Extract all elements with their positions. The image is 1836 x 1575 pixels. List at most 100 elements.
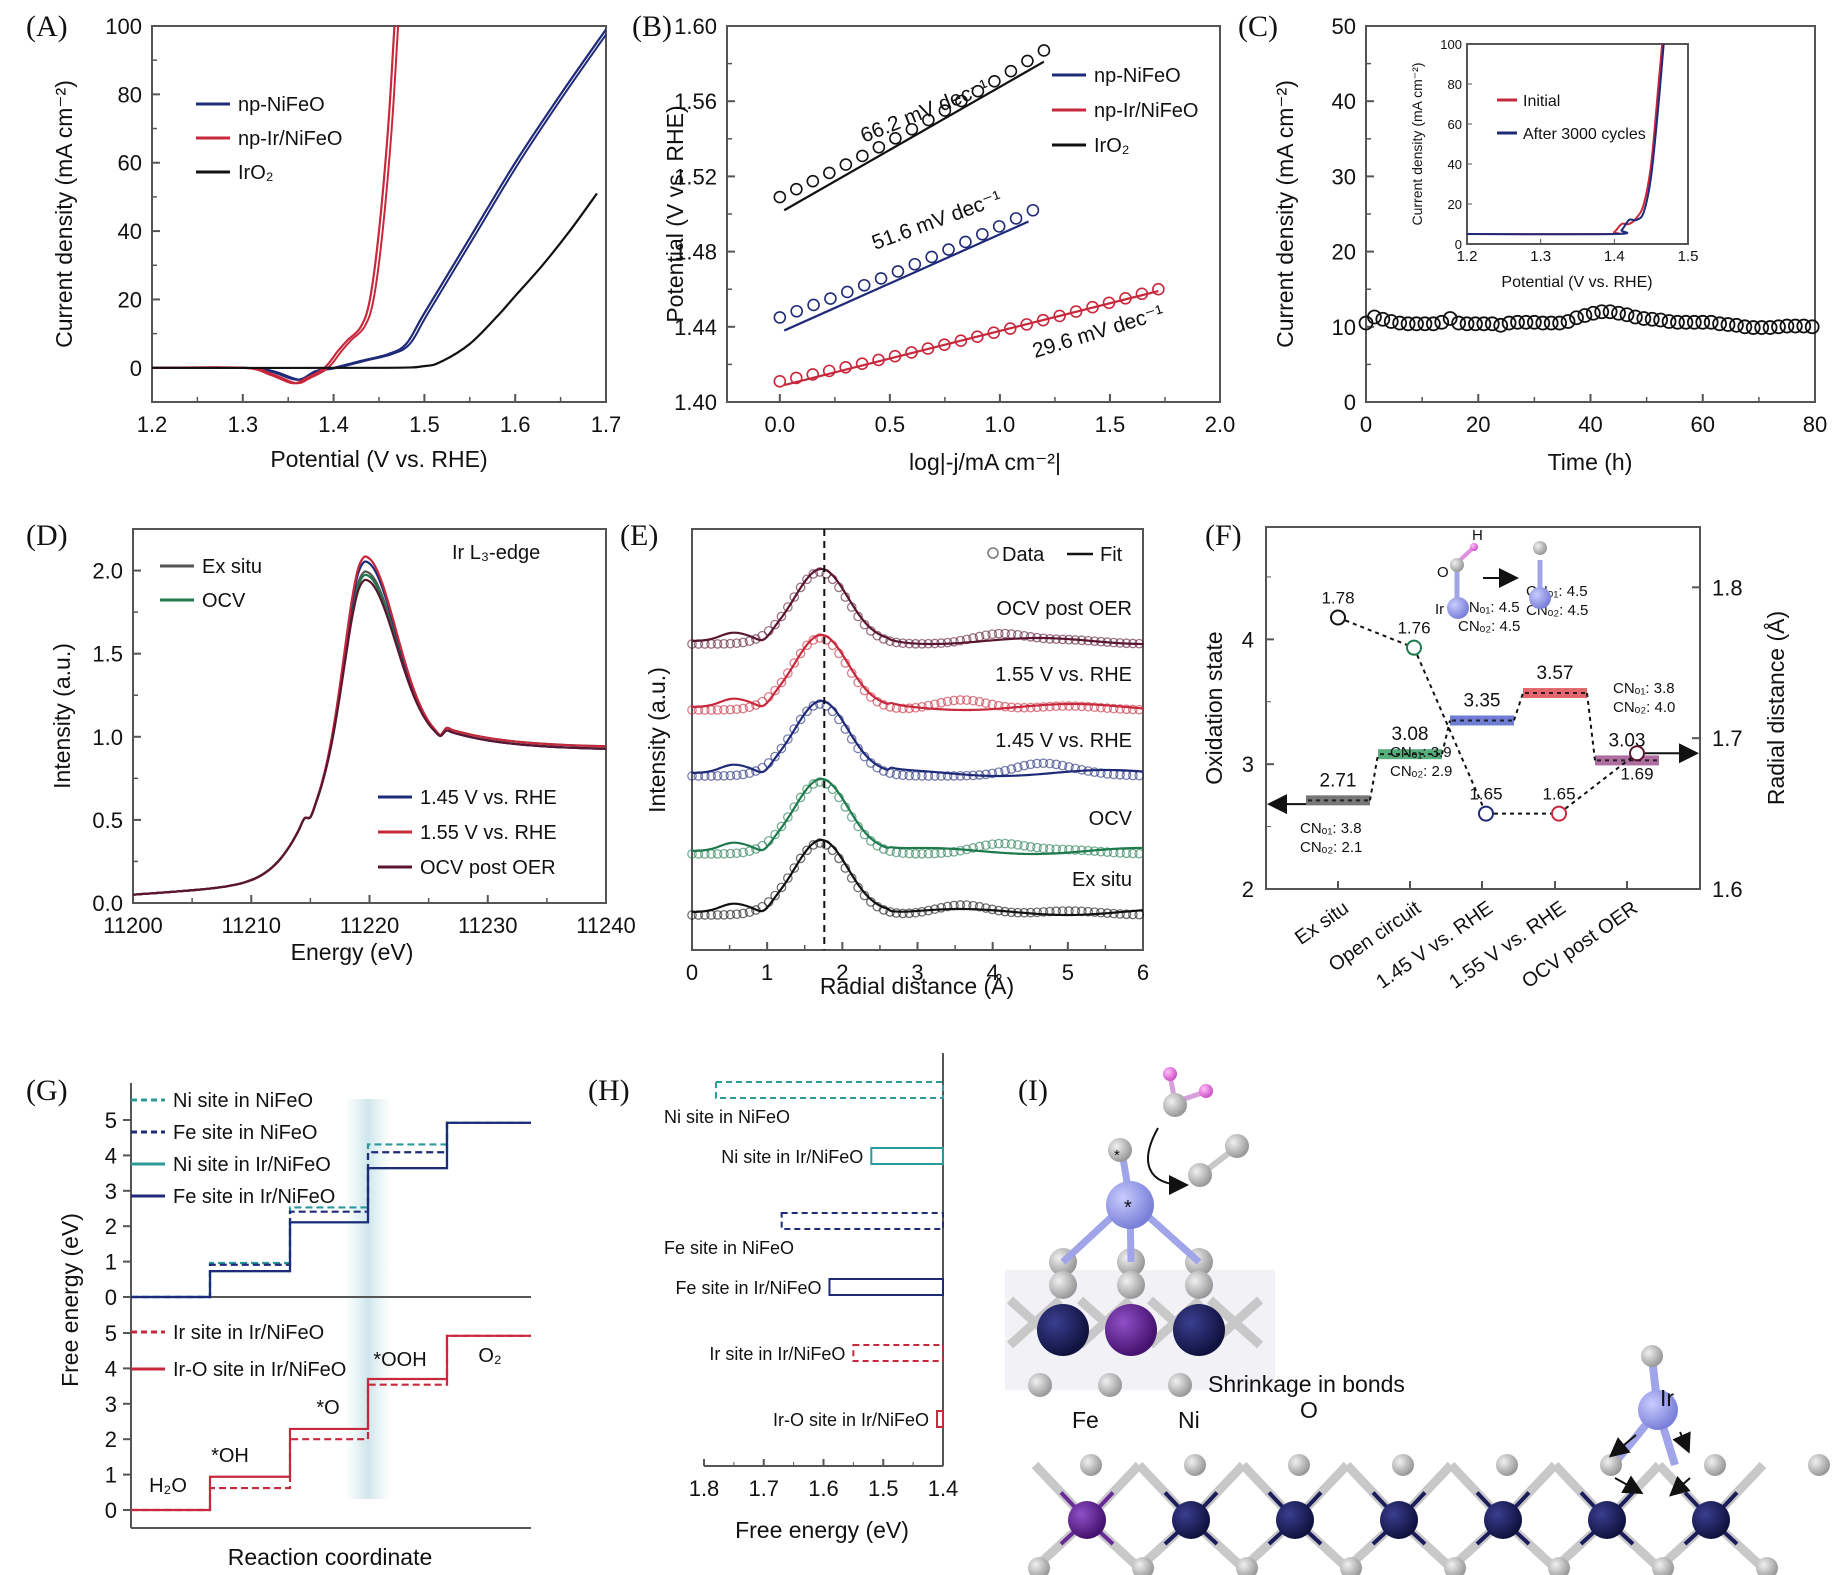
x-tick-label: 5 [1062, 960, 1074, 985]
y-tick-label: 1.56 [674, 89, 717, 114]
data-point [1000, 906, 1010, 917]
o-atom [1340, 1557, 1362, 1575]
data-point [885, 702, 895, 712]
ir-label: Ir [1435, 601, 1444, 618]
data-point [808, 569, 819, 579]
data-point [789, 658, 800, 668]
data-point [859, 751, 870, 762]
o-atom [1704, 1454, 1726, 1476]
data-point [719, 770, 729, 781]
o-atom [1028, 1557, 1050, 1575]
data-point [1083, 906, 1093, 917]
data-point [1108, 847, 1119, 858]
data-point [738, 769, 748, 780]
y-axis-label: Intensity (a.u.) [644, 667, 670, 813]
data-point [725, 848, 736, 859]
radial-distance-value: 1.65 [1469, 785, 1502, 804]
data-point [1032, 758, 1042, 769]
data-point [763, 897, 774, 907]
data-point [1051, 634, 1062, 645]
x-axis-label: Reaction coordinate [228, 1544, 433, 1570]
ni-atom [1172, 1501, 1210, 1539]
data-point [910, 848, 921, 859]
data-point [853, 743, 863, 754]
data-point [827, 706, 838, 717]
inset-legend-label: After 3000 cycles [1523, 126, 1646, 143]
data-point [1044, 758, 1055, 769]
data-point [1128, 704, 1138, 715]
y-tick-label: 0 [1344, 390, 1356, 415]
ir-atom-icon [1447, 597, 1469, 619]
data-point [1038, 843, 1049, 854]
data-point [925, 250, 938, 264]
data-point [981, 840, 991, 851]
data-point [1670, 314, 1685, 330]
coordination-number-label: CNₒ₁: 3.8 [1613, 680, 1675, 697]
y-tick-label: 1.5 [92, 642, 123, 667]
y-tick-label: 5 [105, 1108, 117, 1133]
legend-entry: np-Ir/NiFeO [1094, 100, 1198, 122]
axes-frame [132, 528, 607, 904]
data-point [904, 848, 915, 859]
radial-distance-point [1551, 805, 1567, 822]
panel-label-e: (E) [620, 519, 658, 552]
data-point [802, 845, 812, 856]
reaction-arrow-icon [1147, 1127, 1189, 1195]
slope-label-nifeo: 51.6 mV dec⁻¹ [869, 187, 1005, 255]
data-point [757, 762, 768, 773]
data-point [1771, 319, 1786, 335]
x-tick-label: 1.6 [500, 412, 531, 437]
y-tick-label: 5 [105, 1321, 117, 1346]
fit-line [783, 290, 1159, 387]
data-point [929, 848, 940, 859]
data-point [1012, 907, 1023, 918]
data-point [719, 909, 729, 920]
data-point [693, 639, 704, 649]
data-point [942, 637, 953, 648]
data-point [1569, 310, 1584, 326]
data-point [699, 771, 710, 781]
data-point [922, 113, 935, 127]
o-atom [1132, 1557, 1154, 1575]
data-point [1134, 848, 1145, 859]
fe-atom [1068, 1501, 1106, 1539]
data-point [1038, 633, 1049, 644]
data-point [1400, 316, 1416, 332]
data-point [846, 812, 857, 822]
data-point [776, 743, 787, 754]
coordination-number-label: CNₒ₁: 3.9 [1390, 744, 1452, 761]
data-point [687, 849, 697, 859]
x-tick-label: 1.5 [1095, 412, 1126, 437]
data-point [1762, 320, 1778, 335]
x-tick-label: 0 [686, 960, 698, 985]
data-point [1051, 759, 1062, 770]
data-point [904, 638, 915, 649]
data-point [891, 908, 902, 918]
data-point [1006, 839, 1017, 849]
panel-f-oxidation-state-chart: 2341.61.71.82.713.083.353.573.031.781.76… [1201, 526, 1789, 994]
data-point [897, 770, 908, 781]
data-point [1089, 636, 1100, 647]
y-tick-label: 1.52 [674, 164, 717, 189]
data-point [1543, 315, 1559, 331]
legend-entry: Ni site in Ir/NiFeO [173, 1154, 331, 1176]
x-tick-label: 11220 [340, 913, 400, 938]
data-point [1076, 635, 1087, 646]
intermediate-label: *OOH [373, 1349, 426, 1371]
data-point [1019, 630, 1030, 641]
data-point [936, 697, 947, 708]
data-point [987, 699, 998, 710]
data-point [955, 900, 966, 910]
data-point [1535, 315, 1551, 331]
data-point [1096, 636, 1106, 647]
data-point [846, 668, 857, 678]
data-point [923, 771, 934, 781]
data-point [834, 714, 844, 725]
data-point [1108, 637, 1119, 648]
data-point [1032, 702, 1042, 713]
data-point [955, 94, 968, 108]
data-point [806, 368, 820, 381]
x-tick-label: 11210 [221, 913, 281, 938]
data-point [1121, 909, 1132, 920]
